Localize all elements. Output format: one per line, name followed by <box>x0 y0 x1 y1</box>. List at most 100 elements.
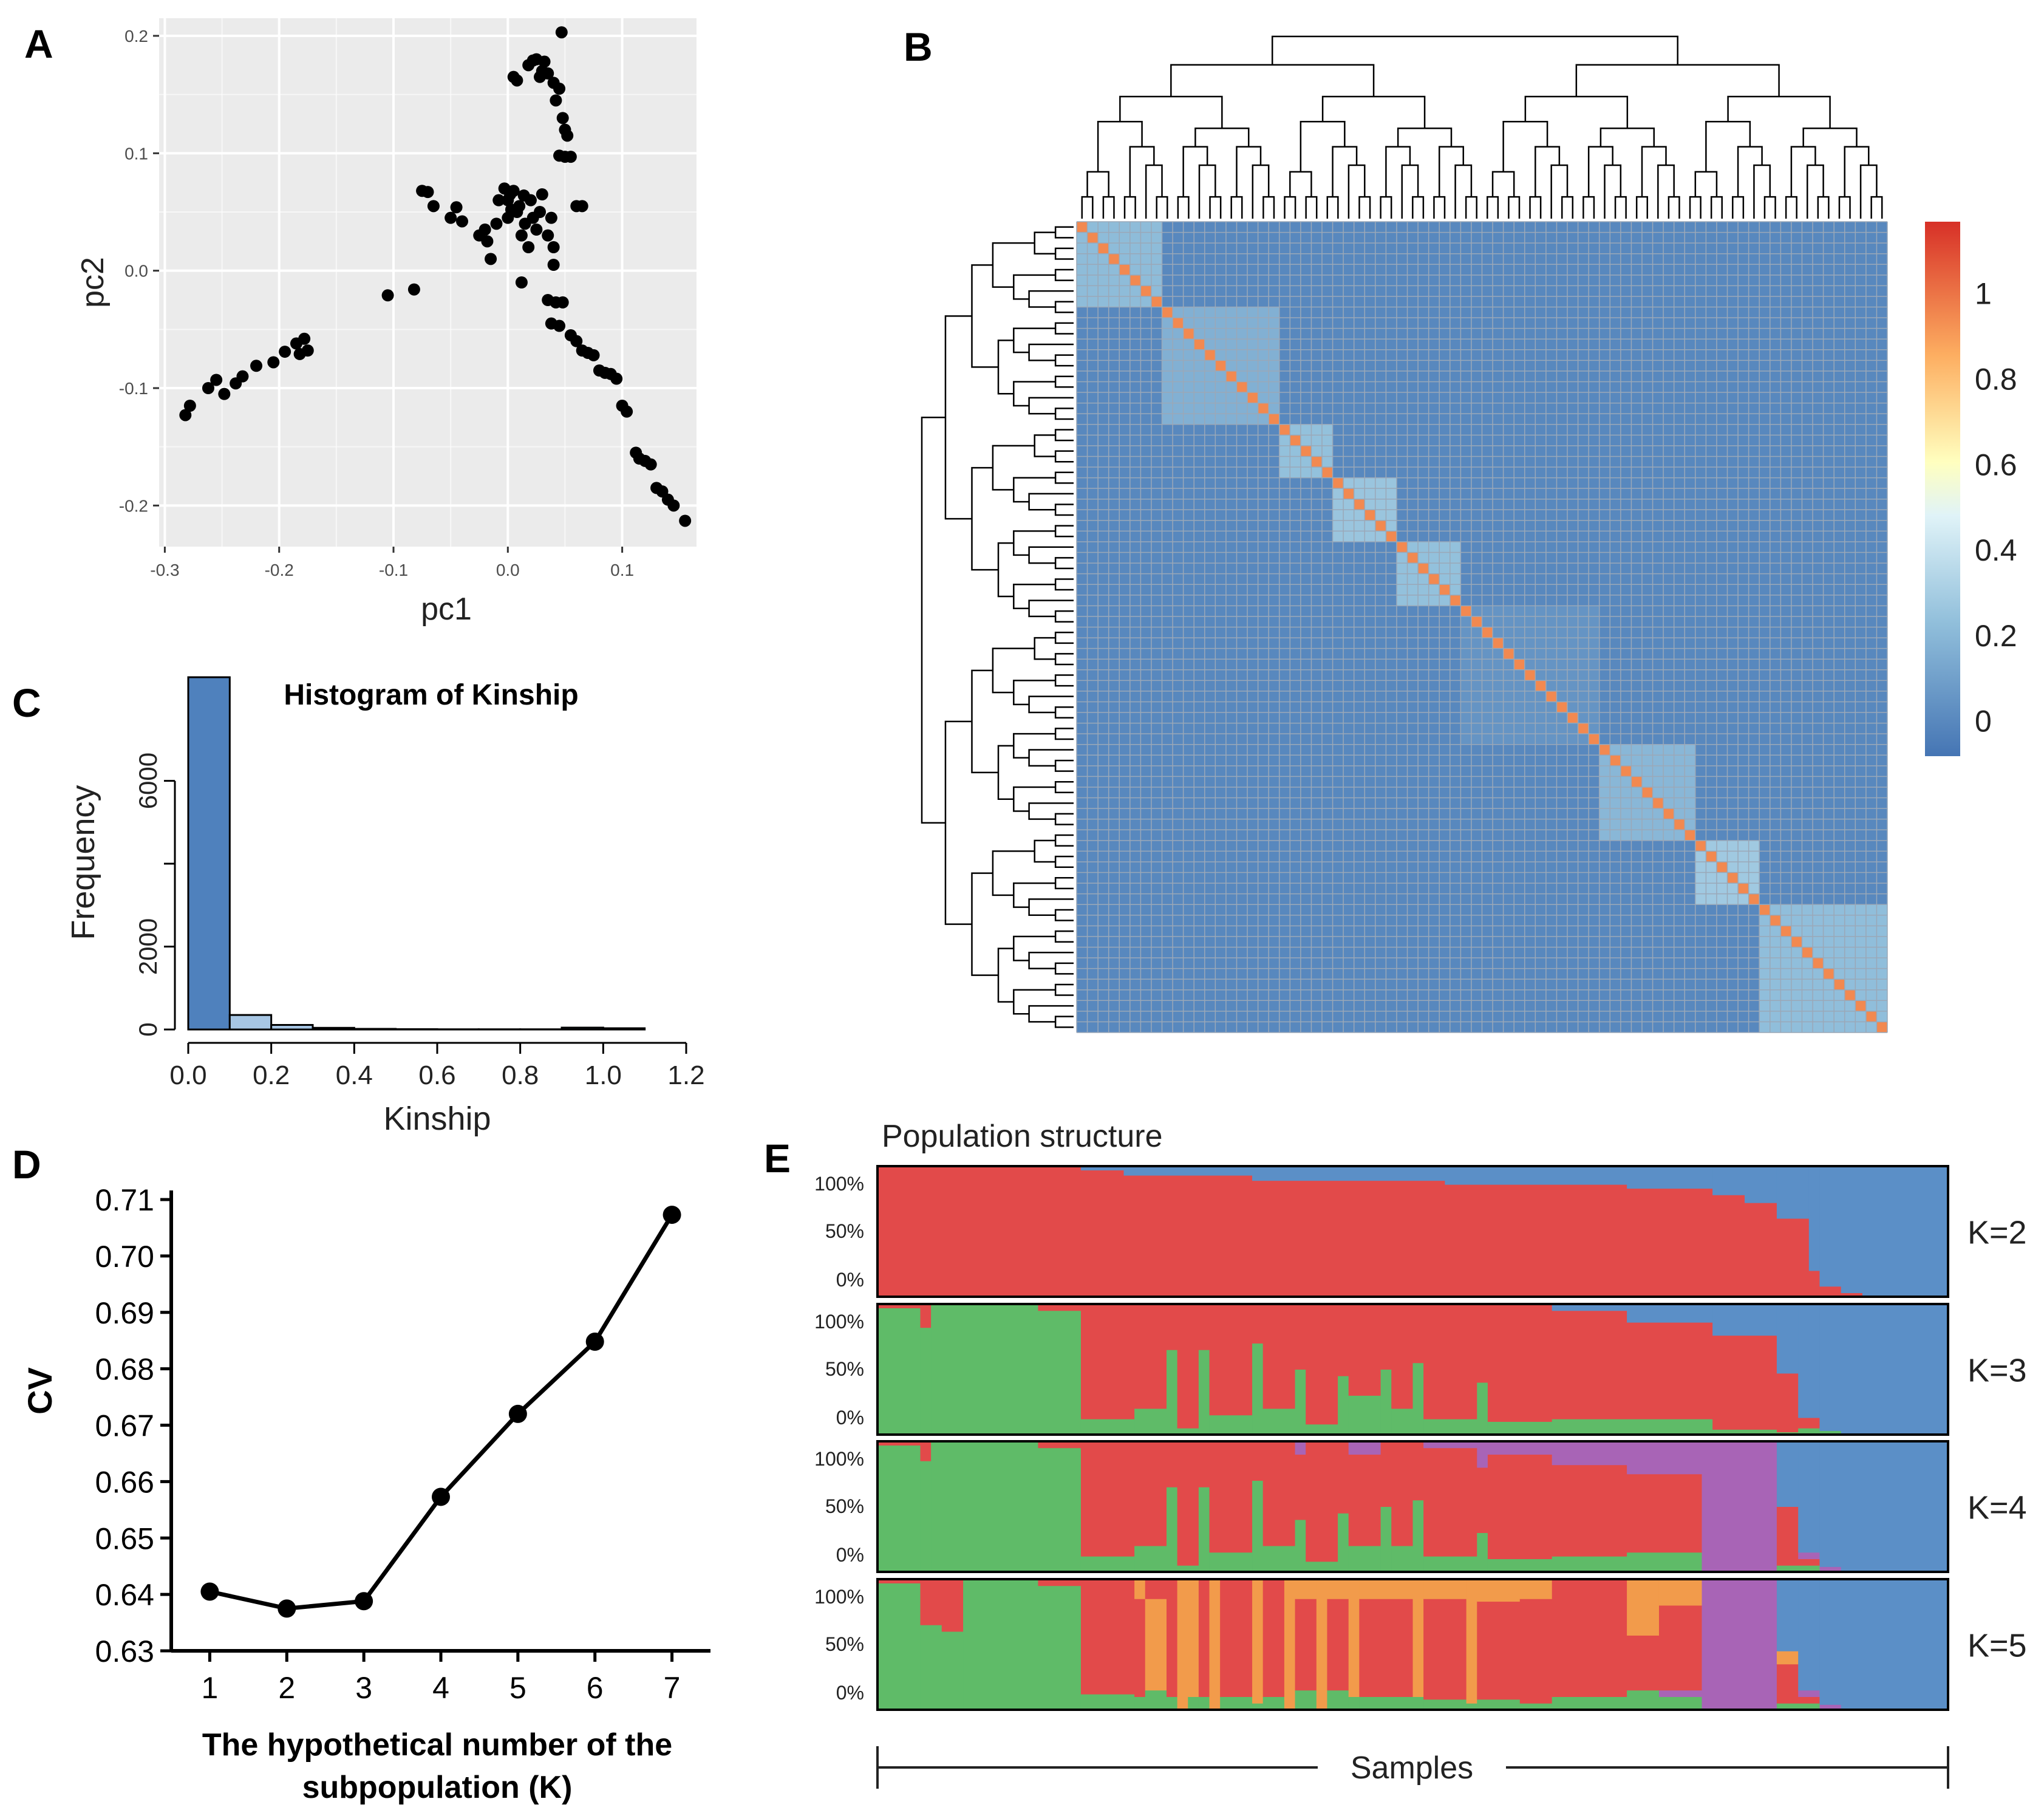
structure-segment-red <box>1798 1559 1820 1566</box>
pca-point <box>517 189 530 202</box>
histogram-y-tick-label: 6000 <box>134 753 162 809</box>
structure-segment-green <box>1391 1546 1413 1572</box>
structure-segment-red <box>1198 1304 1210 1350</box>
heatmap-diagonal-cell <box>1641 787 1653 798</box>
cv-y-tick-label: 0.69 <box>95 1296 154 1330</box>
structure-segment-red <box>1295 1454 1306 1520</box>
pca-point <box>202 382 214 394</box>
top-dendrogram-branch <box>1561 196 1574 219</box>
structure-segment-green <box>1519 1703 1553 1710</box>
pca-point <box>218 388 231 400</box>
structure-segment-red <box>877 1579 921 1583</box>
structure-segment-blue <box>1862 1166 1949 1297</box>
heatmap-colorbar <box>1925 222 1960 756</box>
structure-segment-blue <box>1627 1166 1713 1189</box>
cv-x-tick-label: 1 <box>202 1671 219 1705</box>
pca-point <box>547 241 560 253</box>
heatmap-diagonal-cell <box>1567 712 1578 723</box>
pca-point <box>538 55 551 68</box>
heatmap-diagonal-cell <box>1300 445 1312 457</box>
pca-y-tick-label: -0.1 <box>119 379 148 398</box>
structure-segment-red <box>1262 1441 1296 1546</box>
left-dendrogram-branch <box>997 947 1014 1003</box>
heatmap-diagonal-cell <box>1247 392 1258 403</box>
structure-segment-green <box>1306 1561 1338 1572</box>
histogram-y-tick-label: 0 <box>134 1022 162 1036</box>
structure-segment-blue <box>1080 1166 1124 1170</box>
structure-segment-red <box>1327 1599 1349 1691</box>
heatmap-diagonal-cell <box>1162 307 1173 318</box>
structure-row-k5: 100% 50% 0% K=5 <box>814 1578 2027 1711</box>
structure-segment-green <box>1412 1362 1424 1435</box>
structure-segment-red <box>1819 1286 1842 1297</box>
structure-segment-orange <box>1284 1579 1296 1710</box>
structure-segment-green <box>1209 1552 1253 1572</box>
left-dendrogram-branch <box>1028 1005 1074 1023</box>
top-dendrogram-branch <box>1790 146 1816 197</box>
top-dendrogram-branch <box>1727 95 1831 129</box>
top-dendrogram-branch <box>1575 64 1780 97</box>
heatmap-diagonal-cell <box>1225 370 1237 382</box>
top-dendrogram-branch <box>1412 196 1425 219</box>
structure-segment-red <box>1209 1304 1253 1416</box>
heatmap-diagonal-cell <box>1332 477 1344 489</box>
structure-segment-red <box>1338 1304 1349 1376</box>
heatmap-diagonal-cell <box>1173 318 1184 329</box>
pca-point <box>381 289 394 302</box>
structure-segment-orange <box>1776 1651 1799 1665</box>
cv-y-tick-label: 0.65 <box>95 1521 154 1555</box>
heatmap-diagonal-cell <box>1077 222 1088 233</box>
heatmap-diagonal-cell <box>1236 381 1248 393</box>
pca-point <box>183 400 196 412</box>
structure-segment-red <box>1080 1304 1135 1419</box>
panel-label-a: A <box>24 21 53 66</box>
structure-segment-red <box>1552 1579 1627 1697</box>
structure-segment-green <box>1798 1565 1820 1572</box>
heatmap-diagonal-cell <box>1663 808 1674 819</box>
heatmap-diagonal-cell <box>1674 819 1685 830</box>
structure-segment-red <box>1295 1304 1306 1370</box>
histogram-bar <box>187 676 231 1031</box>
heatmap-diagonal-cell <box>1727 872 1739 884</box>
top-dendrogram-branch <box>1641 146 1667 197</box>
structure-segment-green <box>1776 1565 1799 1572</box>
structure-segment-green <box>920 1625 942 1710</box>
left-dendrogram-branch <box>1054 322 1074 335</box>
structure-segment-red <box>1798 1696 1820 1704</box>
structure-segment-orange <box>1327 1579 1349 1599</box>
structure-segment-red <box>1477 1467 1488 1533</box>
structure-segment-green <box>1627 1419 1713 1435</box>
structure-segment-green <box>1220 1696 1253 1710</box>
pca-point <box>587 349 600 361</box>
structure-segment-green <box>1252 1480 1264 1572</box>
structure-segment-blue <box>1776 1441 1799 1507</box>
structure-segment-red <box>1198 1579 1210 1697</box>
heatmap-diagonal-cell <box>1503 648 1514 660</box>
pca-point <box>421 186 434 199</box>
structure-segment-red <box>1038 1304 1082 1311</box>
top-dendrogram-branch <box>1129 146 1155 197</box>
top-dendrogram-branch <box>1198 164 1216 219</box>
cv-point <box>585 1333 604 1351</box>
top-dendrogram-branch <box>1550 164 1569 219</box>
top-dendrogram-branch <box>1321 95 1426 129</box>
heatmap-diagonal-cell <box>1322 467 1333 478</box>
structure-segment-green <box>1038 1447 1082 1572</box>
structure-segment-green <box>1776 1703 1799 1710</box>
histogram-x-tick-label: 0.8 <box>502 1060 539 1090</box>
structure-y-tick-label: 50% <box>825 1220 864 1242</box>
top-dendrogram-branch <box>1358 196 1371 219</box>
structure-segment-red <box>920 1579 942 1625</box>
pca-point <box>679 514 692 527</box>
top-dendrogram-branch <box>1119 95 1223 129</box>
heatmap-diagonal-cell <box>1685 830 1695 841</box>
structure-segment-green <box>1487 1559 1553 1572</box>
structure-segment-red <box>1776 1506 1799 1566</box>
top-dendrogram-branch <box>1438 146 1465 197</box>
top-dendrogram-branch <box>1347 164 1366 219</box>
top-dendrogram-branch <box>1262 196 1275 219</box>
structure-segment-green <box>1477 1532 1488 1572</box>
structure-segment-red <box>1798 1418 1820 1429</box>
heatmap-diagonal-cell <box>1706 851 1717 862</box>
cv-x-tick-label: 7 <box>664 1671 681 1705</box>
